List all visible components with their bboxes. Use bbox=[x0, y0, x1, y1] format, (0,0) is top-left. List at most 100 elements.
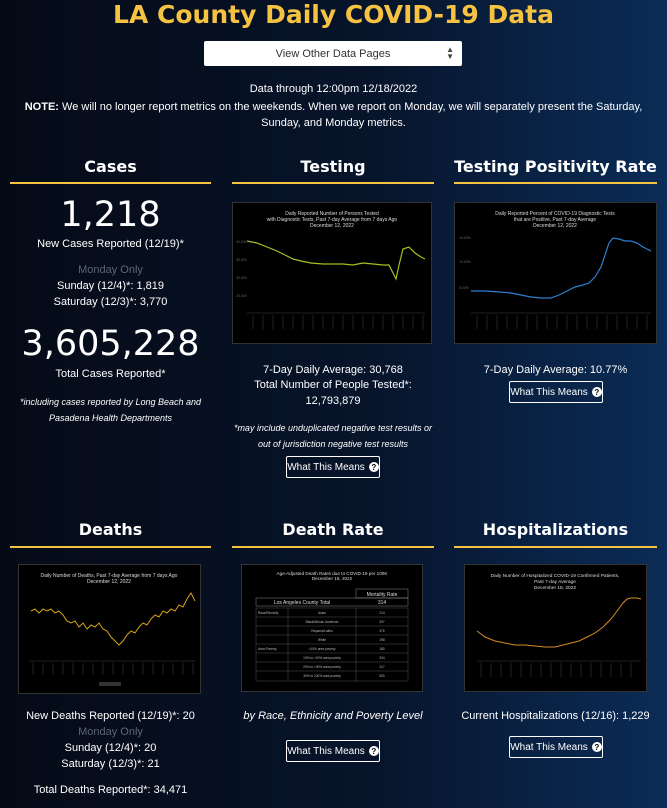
deaths-chart-title: Daily Number of Deaths, Past 7-day Avera… bbox=[41, 573, 178, 579]
hospital-current: Current Hospitalizations (12/16): 1,229 bbox=[461, 710, 650, 722]
note-label: NOTE: bbox=[24, 101, 59, 113]
cases-saturday: Saturday (12/3)*: 3,770 bbox=[53, 296, 168, 308]
testing-what-this-means-button[interactable]: What This Means ? bbox=[286, 456, 380, 478]
cases-divider bbox=[10, 182, 211, 184]
question-icon: ? bbox=[368, 462, 379, 472]
testing-divider bbox=[232, 182, 434, 184]
button-label: What This Means bbox=[510, 386, 588, 398]
positivity-heading: Testing Positivity Rate bbox=[454, 157, 657, 176]
cases-heading: Cases bbox=[84, 157, 137, 176]
deaths-divider bbox=[10, 546, 211, 548]
svg-text:Hispanic/Latino: Hispanic/Latino bbox=[311, 629, 333, 633]
testing-chart: Daily Reported Number of Persons Tested … bbox=[232, 202, 432, 344]
svg-text:December 18, 2022: December 18, 2022 bbox=[312, 576, 353, 581]
deaths-saturday: Saturday (12/3)*: 21 bbox=[61, 758, 160, 770]
cases-monday-only: Monday Only bbox=[78, 264, 143, 276]
svg-text:214: 214 bbox=[379, 611, 385, 615]
svg-text:<10% area poverty: <10% area poverty bbox=[309, 647, 336, 651]
svg-text:30% to 100% area poverty: 30% to 100% area poverty bbox=[303, 674, 341, 678]
hospital-chart: Daily Number of Hospitalized COVID-19 Co… bbox=[464, 564, 647, 692]
positivity-chart-title: Daily Reported Percent of COVID-19 Diagn… bbox=[495, 211, 615, 217]
svg-text:5.00%: 5.00% bbox=[459, 286, 469, 290]
svg-text:10% to <20% area poverty: 10% to <20% area poverty bbox=[303, 656, 341, 660]
cases-sunday: Sunday (12/4)*: 1,819 bbox=[56, 280, 165, 292]
cases-footnote: *including cases reported by Long Beach … bbox=[19, 397, 202, 423]
positivity-what-this-means-button[interactable]: What This Means ? bbox=[509, 381, 603, 403]
death-rate-divider bbox=[232, 546, 434, 548]
data-through-text: Data through 12:00pm 12/18/2022 bbox=[249, 83, 418, 95]
hospital-what-this-means-button[interactable]: What This Means ? bbox=[509, 736, 603, 758]
svg-text:198: 198 bbox=[379, 638, 385, 642]
svg-text:Race/Ethnicity: Race/Ethnicity bbox=[258, 611, 279, 615]
button-label: What This Means bbox=[510, 741, 588, 753]
deaths-heading: Deaths bbox=[78, 520, 143, 539]
svg-text:White: White bbox=[318, 638, 326, 642]
svg-text:Black/African American: Black/African American bbox=[306, 620, 339, 624]
positivity-series-line bbox=[471, 237, 652, 299]
button-label: What This Means bbox=[287, 461, 365, 473]
svg-text:40,000: 40,000 bbox=[236, 240, 247, 244]
death-rate-chart-title: Age-Adjusted Death Rates due to COVID-19… bbox=[277, 571, 389, 576]
button-label: What This Means bbox=[287, 745, 365, 757]
svg-text:30,000: 30,000 bbox=[236, 276, 247, 280]
svg-text:180: 180 bbox=[379, 647, 385, 651]
data-pages-select[interactable]: View Other Data Pages ▲ ▼ bbox=[204, 41, 462, 66]
svg-text:10.00%: 10.00% bbox=[459, 260, 471, 264]
positivity-avg: 7-Day Daily Average: 10.77% bbox=[483, 364, 628, 376]
positivity-chart: Daily Reported Percent of COVID-19 Diagn… bbox=[454, 202, 657, 344]
testing-x-ticks bbox=[252, 315, 424, 329]
svg-text:337: 337 bbox=[379, 620, 385, 624]
svg-text:25,000: 25,000 bbox=[236, 294, 247, 298]
deaths-sunday: Sunday (12/4)*: 20 bbox=[64, 742, 157, 754]
hospital-chart-title: Daily Number of Hospitalized COVID-19 Co… bbox=[491, 573, 620, 579]
question-icon: ? bbox=[591, 387, 602, 397]
deaths-new-label: New Deaths Reported (12/19)*: 20 bbox=[26, 710, 195, 722]
death-rate-table-image: Age-Adjusted Death Rates due to COVID-19… bbox=[241, 564, 423, 692]
death-rate-what-this-means-button[interactable]: What This Means ? bbox=[286, 740, 380, 762]
testing-series-line bbox=[246, 240, 426, 281]
svg-text:35,000: 35,000 bbox=[236, 258, 247, 262]
svg-text:376: 376 bbox=[379, 629, 385, 633]
svg-text:December 18, 2022: December 18, 2022 bbox=[534, 585, 576, 591]
testing-chart-title: Daily Reported Number of Persons Tested bbox=[285, 211, 379, 217]
svg-text:December 12, 2022: December 12, 2022 bbox=[310, 223, 354, 229]
testing-avg: 7-Day Daily Average: 30,768 bbox=[263, 364, 403, 376]
positivity-divider bbox=[454, 182, 657, 184]
select-arrows-icon: ▲ ▼ bbox=[446, 45, 454, 61]
positivity-x-ticks bbox=[476, 315, 648, 329]
deaths-x-ticks bbox=[32, 663, 194, 675]
select-label: View Other Data Pages bbox=[275, 47, 391, 60]
death-rate-heading: Death Rate bbox=[282, 520, 384, 539]
svg-text:Mortality Rate: Mortality Rate bbox=[367, 592, 398, 598]
svg-text:Asian: Asian bbox=[318, 611, 326, 615]
svg-text:334: 334 bbox=[379, 656, 385, 660]
svg-text:Area Poverty: Area Poverty bbox=[258, 647, 277, 651]
testing-footnote: *may include unduplicated negative test … bbox=[233, 423, 433, 449]
svg-text:20% to <30% area poverty: 20% to <30% area poverty bbox=[303, 665, 341, 669]
svg-text:December 12, 2022: December 12, 2022 bbox=[533, 223, 577, 229]
deaths-total: Total Deaths Reported*: 34,471 bbox=[33, 784, 188, 796]
testing-heading: Testing bbox=[300, 157, 366, 176]
svg-text:15.00%: 15.00% bbox=[459, 236, 471, 240]
hospital-x-ticks bbox=[480, 663, 632, 677]
svg-text:with Diagnostic Tests, Past 7-: with Diagnostic Tests, Past 7-day Averag… bbox=[267, 217, 398, 223]
svg-text:that are Positive, Past 7-day: that are Positive, Past 7-day Average bbox=[514, 217, 596, 223]
page-title: LA County Daily COVID-19 Data bbox=[113, 0, 554, 29]
hospital-series-line bbox=[476, 597, 642, 648]
deaths-monday-only: Monday Only bbox=[78, 726, 143, 738]
notice-text: NOTE: We will no longer report metrics o… bbox=[10, 99, 657, 131]
testing-total-value: 12,793,879 bbox=[305, 395, 361, 407]
question-icon: ? bbox=[368, 746, 379, 756]
svg-text:314: 314 bbox=[378, 600, 387, 606]
svg-text:Past 7-day Average: Past 7-day Average bbox=[534, 579, 576, 585]
deaths-chart: Daily Number of Deaths, Past 7-day Avera… bbox=[18, 564, 201, 694]
hospital-divider bbox=[454, 546, 657, 548]
deaths-series-line bbox=[30, 592, 196, 646]
svg-text:500: 500 bbox=[379, 674, 385, 678]
hospital-heading: Hospitalizations bbox=[482, 520, 629, 539]
cases-new-count: 1,218 bbox=[60, 195, 161, 235]
cases-total-label: Total Cases Reported* bbox=[55, 368, 166, 380]
cases-new-label: New Cases Reported (12/19)* bbox=[37, 238, 184, 250]
svg-text:December 12, 2022: December 12, 2022 bbox=[87, 579, 131, 585]
svg-text:417: 417 bbox=[379, 665, 385, 669]
